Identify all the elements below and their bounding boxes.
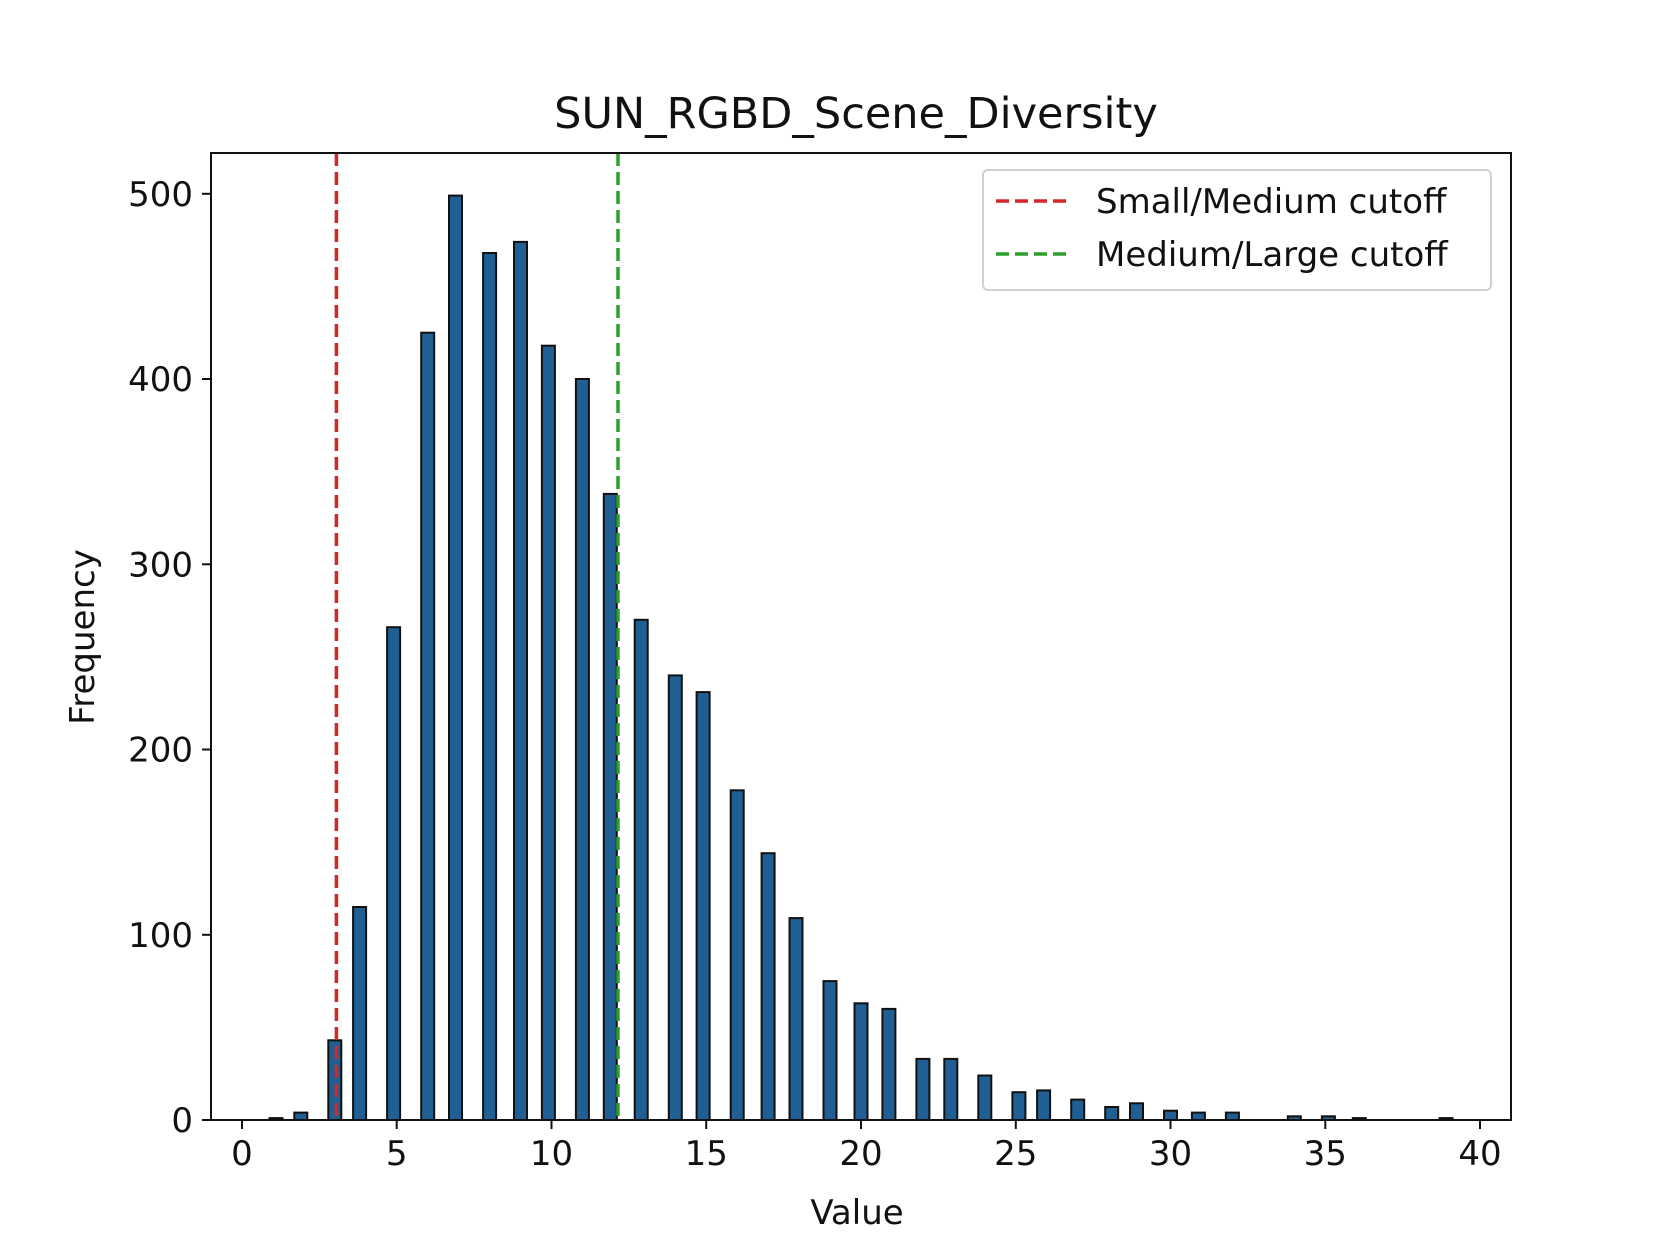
x-tick-label: 40 bbox=[1458, 1134, 1501, 1174]
histogram-bar bbox=[420, 331, 436, 1121]
histogram-bar bbox=[513, 240, 528, 1121]
y-tick-label: 0 bbox=[171, 1101, 193, 1141]
histogram-bar bbox=[760, 852, 776, 1121]
x-tick-label: 0 bbox=[231, 1134, 253, 1174]
histogram-bar bbox=[574, 378, 590, 1121]
x-tick-label: 30 bbox=[1149, 1134, 1192, 1174]
y-tick-label: 200 bbox=[128, 731, 193, 771]
histogram-bar bbox=[1129, 1102, 1144, 1122]
y-tick-label: 500 bbox=[128, 175, 193, 215]
histogram-bar bbox=[1036, 1089, 1052, 1122]
histogram-bar bbox=[1011, 1091, 1027, 1121]
histogram-bar bbox=[943, 1057, 959, 1122]
histogram-bar bbox=[729, 789, 745, 1121]
histogram-bar bbox=[881, 1007, 897, 1122]
histogram-bar bbox=[293, 1111, 309, 1121]
histogram-bar bbox=[822, 980, 838, 1121]
x-tick-label: 25 bbox=[994, 1134, 1037, 1174]
histogram-bar bbox=[1104, 1106, 1120, 1121]
x-tick-label: 10 bbox=[530, 1134, 573, 1174]
histogram-bar bbox=[540, 344, 556, 1121]
bars-layer bbox=[268, 194, 1454, 1122]
y-tick-label: 300 bbox=[128, 545, 193, 585]
histogram-bar bbox=[386, 626, 402, 1121]
histogram-bar bbox=[915, 1057, 931, 1122]
y-tick-label: 400 bbox=[128, 360, 193, 400]
legend-label-medium-large-cutoff: Medium/Large cutoff bbox=[1096, 235, 1449, 275]
histogram-bar bbox=[977, 1074, 993, 1121]
histogram-bar bbox=[602, 492, 618, 1121]
histogram-bar bbox=[788, 917, 804, 1121]
x-axis-label: Value bbox=[810, 1193, 903, 1233]
x-tick-label: 35 bbox=[1304, 1134, 1347, 1174]
x-axis-ticks: 0 5 10 15 20 25 30 35 40 bbox=[231, 1120, 1502, 1174]
histogram-bar bbox=[633, 618, 649, 1121]
x-tick-label: 5 bbox=[386, 1134, 408, 1174]
histogram-bar bbox=[482, 252, 498, 1121]
legend-label-small-medium-cutoff: Small/Medium cutoff bbox=[1096, 182, 1448, 222]
histogram-bar bbox=[1070, 1098, 1086, 1121]
histogram-bar bbox=[1190, 1111, 1206, 1121]
legend: Small/Medium cutoff Medium/Large cutoff bbox=[982, 169, 1492, 291]
reference-lines-layer bbox=[334, 153, 620, 1120]
histogram-bar bbox=[695, 691, 711, 1121]
histogram-bar bbox=[1163, 1109, 1178, 1121]
histogram-bar bbox=[853, 1002, 869, 1121]
histogram-bar bbox=[448, 194, 463, 1122]
y-tick-label: 100 bbox=[128, 916, 193, 956]
x-tick-label: 20 bbox=[839, 1134, 882, 1174]
histogram-bar bbox=[1224, 1111, 1240, 1121]
histogram-bar bbox=[667, 674, 683, 1122]
y-axis-ticks: 0 100 200 300 400 500 bbox=[128, 175, 211, 1141]
legend-box bbox=[982, 169, 1492, 291]
histogram-bar bbox=[352, 906, 368, 1121]
x-tick-label: 15 bbox=[685, 1134, 728, 1174]
y-axis-label: Frequency bbox=[63, 549, 103, 725]
chart-title: SUN_RGBD_Scene_Diversity bbox=[554, 89, 1158, 139]
